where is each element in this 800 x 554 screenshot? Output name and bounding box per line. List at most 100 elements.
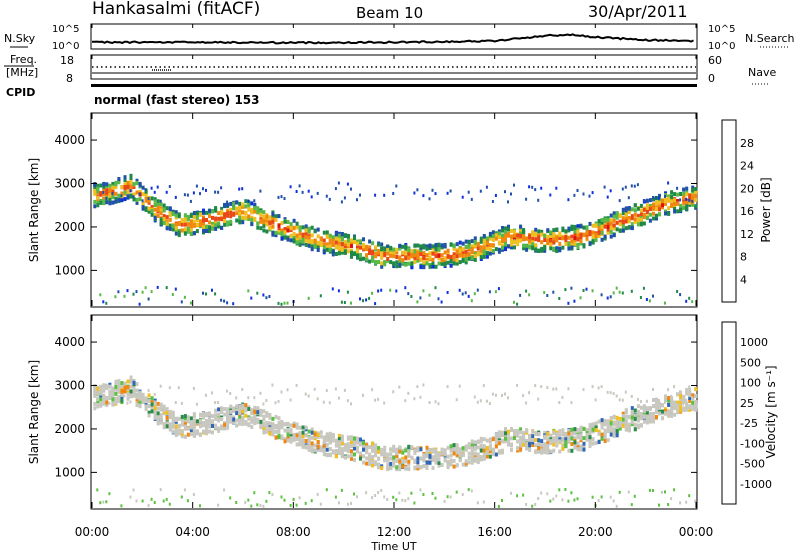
range-cell (504, 226, 507, 231)
range-cell (504, 431, 507, 436)
range-cell (129, 394, 133, 399)
range-cell (199, 222, 202, 227)
range-cell (419, 296, 422, 300)
range-cell (171, 422, 175, 427)
range-cell (645, 203, 649, 208)
range-cell (301, 425, 305, 430)
range-cell (618, 219, 622, 224)
range-cell (630, 225, 634, 230)
colorbar-tick-label: -500 (740, 458, 765, 471)
range-cell (286, 435, 290, 440)
range-cell (537, 397, 540, 401)
range-cell (250, 411, 254, 416)
range-cell (576, 233, 580, 238)
range-cell (159, 199, 162, 203)
range-cell (661, 198, 664, 203)
range-cell (229, 407, 233, 412)
range-cell (588, 428, 592, 433)
range-cell (461, 249, 465, 254)
range-cell (392, 459, 396, 464)
range-cell (582, 232, 586, 237)
range-cell (482, 251, 486, 256)
range-cell (633, 219, 637, 224)
range-cell (652, 387, 654, 391)
range-cell (343, 301, 346, 304)
range-cell (618, 490, 621, 494)
range-cell (555, 186, 558, 190)
range-cell (624, 212, 628, 217)
range-cell (648, 414, 652, 419)
range-cell (458, 453, 462, 458)
range-cell (627, 422, 631, 427)
range-cell (374, 460, 378, 465)
range-cell (295, 383, 298, 387)
range-cell (165, 424, 169, 429)
range-cell (395, 184, 398, 188)
range-cell (211, 209, 214, 214)
range-cell (440, 253, 444, 258)
range-cell (597, 386, 600, 390)
range-cell (226, 407, 230, 412)
range-cell (150, 406, 154, 411)
range-cell (600, 421, 604, 426)
range-cell (126, 289, 129, 293)
range-cell (340, 454, 344, 459)
range-cell (307, 296, 310, 300)
range-cell (232, 302, 235, 306)
range-cell (688, 396, 692, 400)
range-cell (437, 457, 441, 462)
range-cell (476, 501, 479, 505)
range-cell (685, 401, 689, 406)
range-cell (337, 433, 341, 438)
range-cell (96, 396, 99, 400)
range-cell (404, 262, 408, 267)
range-cell (636, 411, 640, 416)
range-cell (479, 457, 483, 462)
range-cell (407, 261, 411, 266)
range-cell (259, 391, 262, 395)
range-cell (232, 201, 236, 206)
range-cell (510, 244, 513, 249)
range-cell (437, 253, 441, 258)
range-cell (350, 187, 352, 191)
range-cell (443, 450, 447, 455)
range-cell (395, 255, 399, 259)
range-cell (117, 381, 121, 386)
range-cell (507, 396, 509, 400)
range-cell (501, 433, 504, 438)
range-cell (253, 408, 257, 412)
range-cell (244, 204, 248, 209)
range-cell (443, 448, 447, 453)
range-cell (259, 412, 263, 417)
range-cell (129, 189, 132, 193)
range-cell (132, 185, 136, 189)
range-cell (446, 385, 449, 389)
range-cell (346, 234, 350, 239)
range-cell (235, 206, 239, 211)
range-cell (374, 254, 378, 259)
range-cell (413, 397, 416, 401)
range-cell (96, 189, 100, 194)
range-cell (362, 299, 364, 303)
colorbar-tick-label: 1000 (740, 336, 768, 349)
range-cell (346, 442, 350, 447)
range-cell (416, 300, 419, 304)
range-cell (525, 446, 529, 451)
range-cell (458, 248, 462, 253)
range-cell (546, 228, 550, 233)
range-cell (673, 488, 676, 492)
range-cell (573, 498, 576, 502)
range-cell (383, 495, 386, 499)
range-cell (579, 241, 583, 246)
range-cell (365, 450, 369, 455)
range-cell (434, 249, 438, 254)
range-cell (516, 239, 520, 244)
range-cell (516, 446, 520, 451)
range-cell (301, 237, 305, 242)
range-cell (612, 291, 615, 295)
range-cell (156, 411, 160, 416)
range-cell (543, 442, 547, 447)
range-cell (377, 289, 380, 293)
range-cell (346, 454, 350, 459)
range-cell (165, 410, 169, 415)
